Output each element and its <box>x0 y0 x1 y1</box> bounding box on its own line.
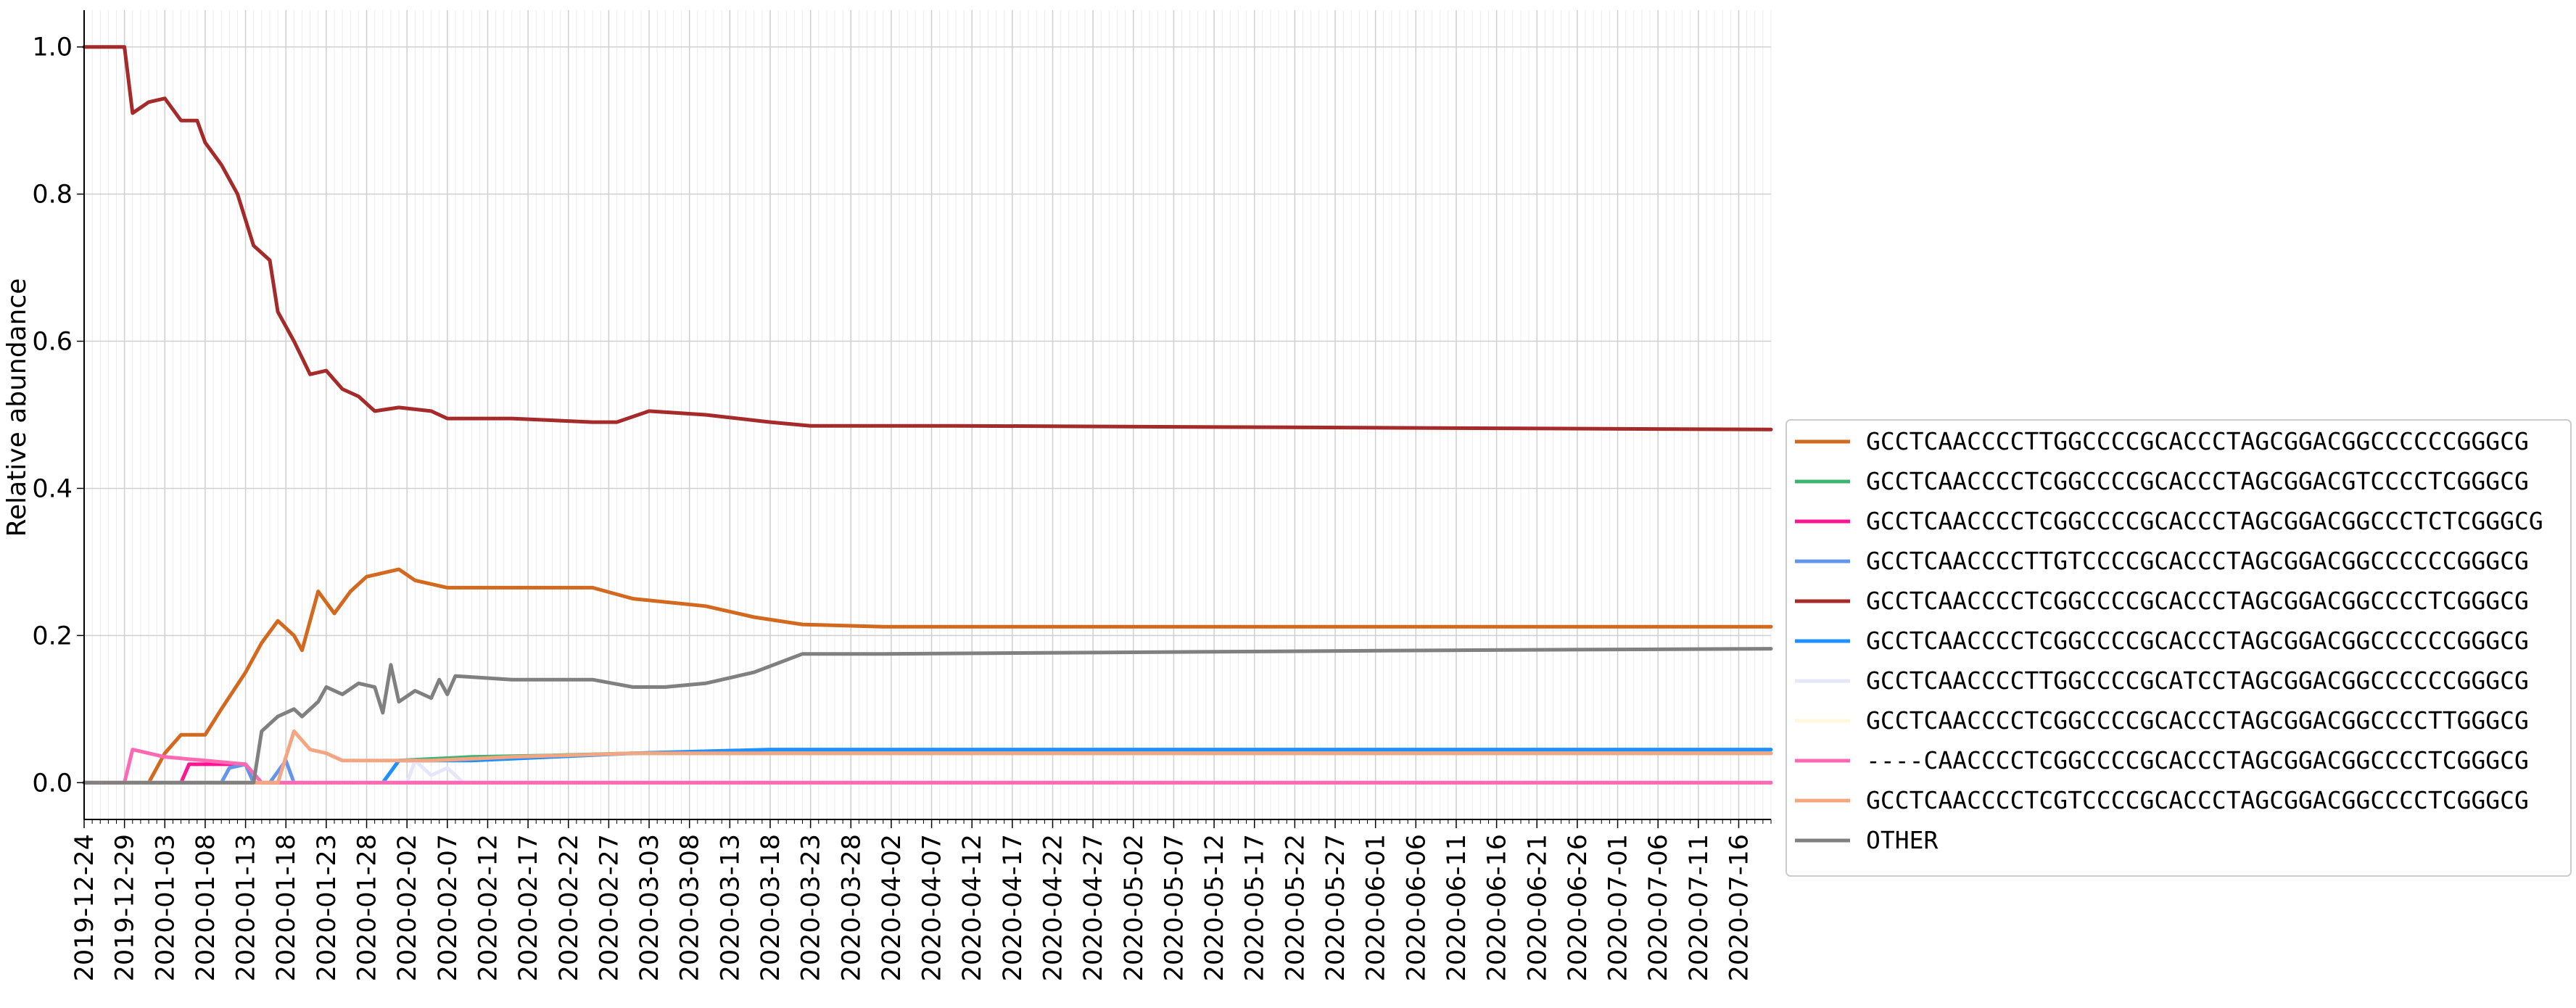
legend-entry-label: GCCTCAACCCCTCGGCCCCGCACCCTAGCGGACGTCCCCT… <box>1866 467 2529 495</box>
series-line-10 <box>82 729 1773 785</box>
x-tick-label: 2020-05-22 <box>1281 834 1310 981</box>
legend-entry-label: GCCTCAACCCCTCGGCCCCGCACCCTAGCGGACGGCCCTC… <box>1866 507 2543 535</box>
x-tick-label: 2020-04-27 <box>1079 834 1108 981</box>
x-tick-label: 2020-02-17 <box>514 834 543 981</box>
axes-group <box>83 10 1771 820</box>
x-tick-label: 2020-03-13 <box>716 834 745 981</box>
x-tick-label: 2019-12-29 <box>111 834 140 981</box>
x-tick-label: 2020-05-27 <box>1321 834 1350 981</box>
x-tick-label: 2020-03-18 <box>756 834 785 981</box>
x-tick-label: 2020-05-12 <box>1200 834 1229 981</box>
x-tick-label: 2020-03-03 <box>635 834 664 981</box>
x-tick-label: 2020-04-17 <box>999 834 1028 981</box>
x-tick-label: 2020-06-26 <box>1564 834 1593 981</box>
x-tick-label: 2020-06-21 <box>1523 834 1552 981</box>
x-tick-label: 2020-04-22 <box>1039 834 1068 981</box>
x-tick-label: 2020-05-07 <box>1160 834 1189 981</box>
x-tick-label: 2020-02-02 <box>393 834 422 981</box>
x-tick-label: 2020-04-12 <box>958 834 987 981</box>
x-ticks: 2019-12-24 2019-12-29 2020-01-03 2020-01-08… <box>70 819 1772 981</box>
series-line-5 <box>82 45 1773 431</box>
x-tick-label: 2020-01-28 <box>353 834 382 981</box>
x-tick-label: 2020-04-07 <box>918 834 947 981</box>
y-tick-label: 0.0 <box>32 769 73 798</box>
x-tick-label: 2020-03-28 <box>837 834 866 981</box>
x-tick-label: 2019-12-24 <box>70 834 99 981</box>
x-tick-label: 2020-03-08 <box>676 834 705 981</box>
x-tick-label: 2020-07-11 <box>1685 834 1714 981</box>
x-tick-label: 2020-07-16 <box>1725 834 1754 981</box>
x-tick-label: 2020-06-06 <box>1402 834 1431 981</box>
y-ticks: 0.0 0.2 0.4 0.6 0.8 1.0 <box>32 33 84 798</box>
x-tick-label: 2020-06-11 <box>1442 834 1471 981</box>
y-tick-label: 1.0 <box>32 33 73 62</box>
legend-entry-label: GCCTCAACCCCTCGGCCCCGCACCCTAGCGGACGGCCCCT… <box>1866 706 2529 735</box>
x-tick-label: 2020-04-02 <box>878 834 907 981</box>
legend-entry-label: OTHER <box>1866 826 1938 854</box>
series-line-1 <box>82 567 1773 785</box>
legend-entry-label: ----CAACCCCTCGGCCCCGCACCCTAGCGGACGGCCCCT… <box>1866 746 2529 774</box>
y-tick-label: 0.6 <box>32 328 73 357</box>
legend-entry-label: GCCTCAACCCCTCGGCCCCGCACCCTAGCGGACGGCCCCT… <box>1866 587 2529 615</box>
x-tick-label: 2020-07-06 <box>1644 834 1673 981</box>
series-group <box>82 45 1773 785</box>
y-tick-label: 0.2 <box>32 621 73 650</box>
legend-entry-label: GCCTCAACCCCTCGTCCCCGCACCCTAGCGGACGGCCCCT… <box>1866 786 2529 814</box>
x-tick-label: 2020-05-02 <box>1120 834 1149 981</box>
x-tick-label: 2020-02-12 <box>474 834 503 981</box>
x-tick-label: 2020-02-07 <box>434 834 463 981</box>
x-tick-label: 2020-02-27 <box>595 834 624 981</box>
x-tick-label: 2020-03-23 <box>797 834 826 981</box>
legend-entry-label: GCCTCAACCCCTTGTCCCCGCACCCTAGCGGACGGCCCCC… <box>1866 547 2529 575</box>
x-tick-label: 2020-07-01 <box>1604 834 1633 981</box>
legend-entry-label: GCCTCAACCCCTCGGCCCCGCACCCTAGCGGACGGCCCCC… <box>1866 627 2529 655</box>
x-tick-label: 2020-01-18 <box>272 834 301 981</box>
y-axis-label: Relative abundance <box>2 278 32 537</box>
legend-entry-label: GCCTCAACCCCTTGGCCCCGCACCCTAGCGGACGGCCCCC… <box>1866 427 2529 455</box>
x-tick-label: 2020-05-17 <box>1241 834 1270 981</box>
series-line-11 <box>82 647 1773 785</box>
x-tick-label: 2020-06-16 <box>1483 834 1512 981</box>
x-tick-label: 2020-01-23 <box>313 834 342 981</box>
x-tick-label: 2020-01-08 <box>191 834 220 981</box>
x-tick-label: 2020-06-01 <box>1362 834 1391 981</box>
x-tick-label: 2020-01-03 <box>151 834 180 981</box>
x-tick-label: 2020-02-22 <box>555 834 584 981</box>
y-tick-label: 0.4 <box>32 474 73 503</box>
legend-frame <box>1786 419 2572 877</box>
legend: GCCTCAACCCCTTGGCCCCGCACCCTAGCGGACGGCCCCC… <box>1786 419 2572 877</box>
legend-entry-label: GCCTCAACCCCTTGGCCCCGCATCCTAGCGGACGGCCCCC… <box>1866 666 2529 695</box>
y-tick-label: 0.8 <box>32 181 73 210</box>
x-tick-label: 2020-01-13 <box>232 834 261 981</box>
